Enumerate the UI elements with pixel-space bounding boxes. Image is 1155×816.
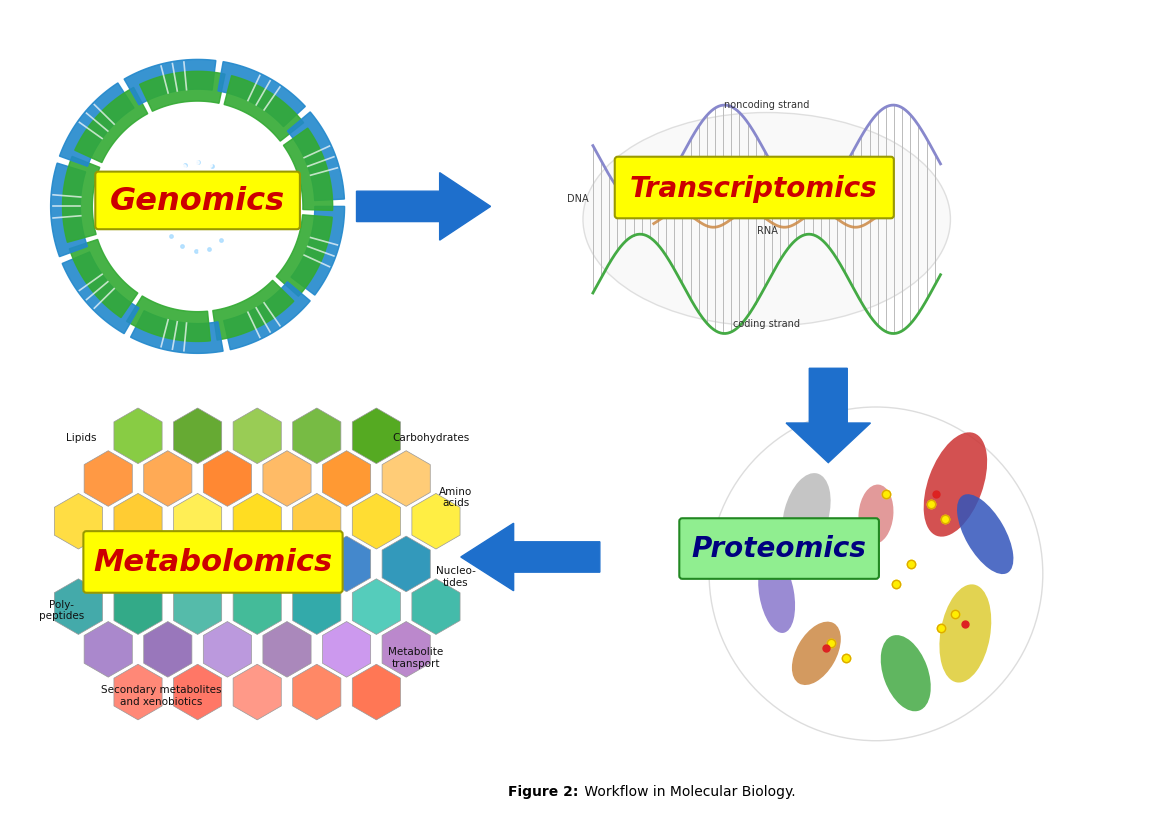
Text: Workflow in Molecular Biology.: Workflow in Molecular Biology. <box>580 785 796 800</box>
Polygon shape <box>140 71 225 111</box>
Polygon shape <box>412 579 460 635</box>
Text: Lipids: Lipids <box>66 432 97 443</box>
Polygon shape <box>382 622 431 677</box>
Polygon shape <box>291 206 344 295</box>
Polygon shape <box>322 622 371 677</box>
Polygon shape <box>233 494 282 549</box>
Ellipse shape <box>583 113 951 326</box>
Text: noncoding strand: noncoding strand <box>724 100 810 110</box>
Polygon shape <box>352 408 401 463</box>
Text: Secondary metabolites
and xenobiotics: Secondary metabolites and xenobiotics <box>100 685 221 707</box>
Text: Metabolite
transport: Metabolite transport <box>388 647 444 669</box>
Polygon shape <box>84 536 133 592</box>
Text: Amino
acids: Amino acids <box>439 486 472 508</box>
Polygon shape <box>127 296 210 341</box>
Polygon shape <box>62 252 139 334</box>
Polygon shape <box>233 579 282 635</box>
Text: Poly-
peptides: Poly- peptides <box>39 600 84 622</box>
Ellipse shape <box>939 584 991 682</box>
Text: Figure 2:: Figure 2: <box>507 785 578 800</box>
FancyBboxPatch shape <box>83 531 343 592</box>
Polygon shape <box>143 536 192 592</box>
Polygon shape <box>51 163 88 257</box>
Polygon shape <box>114 408 162 463</box>
Polygon shape <box>173 408 222 463</box>
Text: coding strand: coding strand <box>733 318 800 329</box>
Polygon shape <box>382 536 431 592</box>
Polygon shape <box>292 579 341 635</box>
Polygon shape <box>218 62 305 126</box>
FancyBboxPatch shape <box>614 157 894 219</box>
FancyBboxPatch shape <box>679 518 879 579</box>
Polygon shape <box>412 494 460 549</box>
Polygon shape <box>263 450 311 506</box>
Polygon shape <box>224 76 304 141</box>
Polygon shape <box>131 311 223 353</box>
Polygon shape <box>292 664 341 720</box>
Ellipse shape <box>881 635 931 712</box>
Polygon shape <box>283 128 333 211</box>
Ellipse shape <box>758 555 795 633</box>
Text: Nucleo-
tides: Nucleo- tides <box>435 566 476 588</box>
Polygon shape <box>203 450 252 506</box>
Polygon shape <box>59 83 134 166</box>
Ellipse shape <box>957 494 1013 574</box>
Polygon shape <box>124 60 216 105</box>
Polygon shape <box>322 450 371 506</box>
Polygon shape <box>54 494 103 549</box>
Polygon shape <box>233 664 282 720</box>
Polygon shape <box>276 215 333 296</box>
Polygon shape <box>143 450 192 506</box>
Polygon shape <box>233 408 282 463</box>
Polygon shape <box>213 280 293 340</box>
Polygon shape <box>173 579 222 635</box>
Text: Carbohydrates: Carbohydrates <box>393 432 470 443</box>
Polygon shape <box>173 664 222 720</box>
Text: Proteomics: Proteomics <box>691 535 866 563</box>
Ellipse shape <box>792 622 841 685</box>
Polygon shape <box>114 579 162 635</box>
Polygon shape <box>173 494 222 549</box>
Polygon shape <box>114 664 162 720</box>
Text: RNA: RNA <box>757 226 777 236</box>
Polygon shape <box>382 450 431 506</box>
Polygon shape <box>292 408 341 463</box>
Polygon shape <box>114 494 162 549</box>
Polygon shape <box>84 622 133 677</box>
Polygon shape <box>263 536 311 592</box>
Text: DNA: DNA <box>567 194 589 205</box>
Polygon shape <box>322 536 371 592</box>
Polygon shape <box>143 622 192 677</box>
Polygon shape <box>203 622 252 677</box>
Polygon shape <box>461 523 599 591</box>
Polygon shape <box>224 282 311 350</box>
FancyBboxPatch shape <box>96 171 300 229</box>
Polygon shape <box>84 450 133 506</box>
Polygon shape <box>787 368 871 463</box>
Polygon shape <box>203 536 252 592</box>
Polygon shape <box>357 173 491 240</box>
Polygon shape <box>62 157 99 242</box>
Ellipse shape <box>782 473 830 556</box>
Polygon shape <box>352 579 401 635</box>
Polygon shape <box>75 87 148 162</box>
Ellipse shape <box>924 432 988 537</box>
Text: Transcriptomics: Transcriptomics <box>629 175 878 202</box>
Polygon shape <box>288 112 344 201</box>
Polygon shape <box>69 239 137 317</box>
Polygon shape <box>54 579 103 635</box>
Polygon shape <box>352 664 401 720</box>
Polygon shape <box>263 622 311 677</box>
Text: Metabolomics: Metabolomics <box>92 548 333 578</box>
Text: Genomics: Genomics <box>110 186 285 217</box>
Polygon shape <box>292 494 341 549</box>
Polygon shape <box>352 494 401 549</box>
Ellipse shape <box>858 485 894 544</box>
